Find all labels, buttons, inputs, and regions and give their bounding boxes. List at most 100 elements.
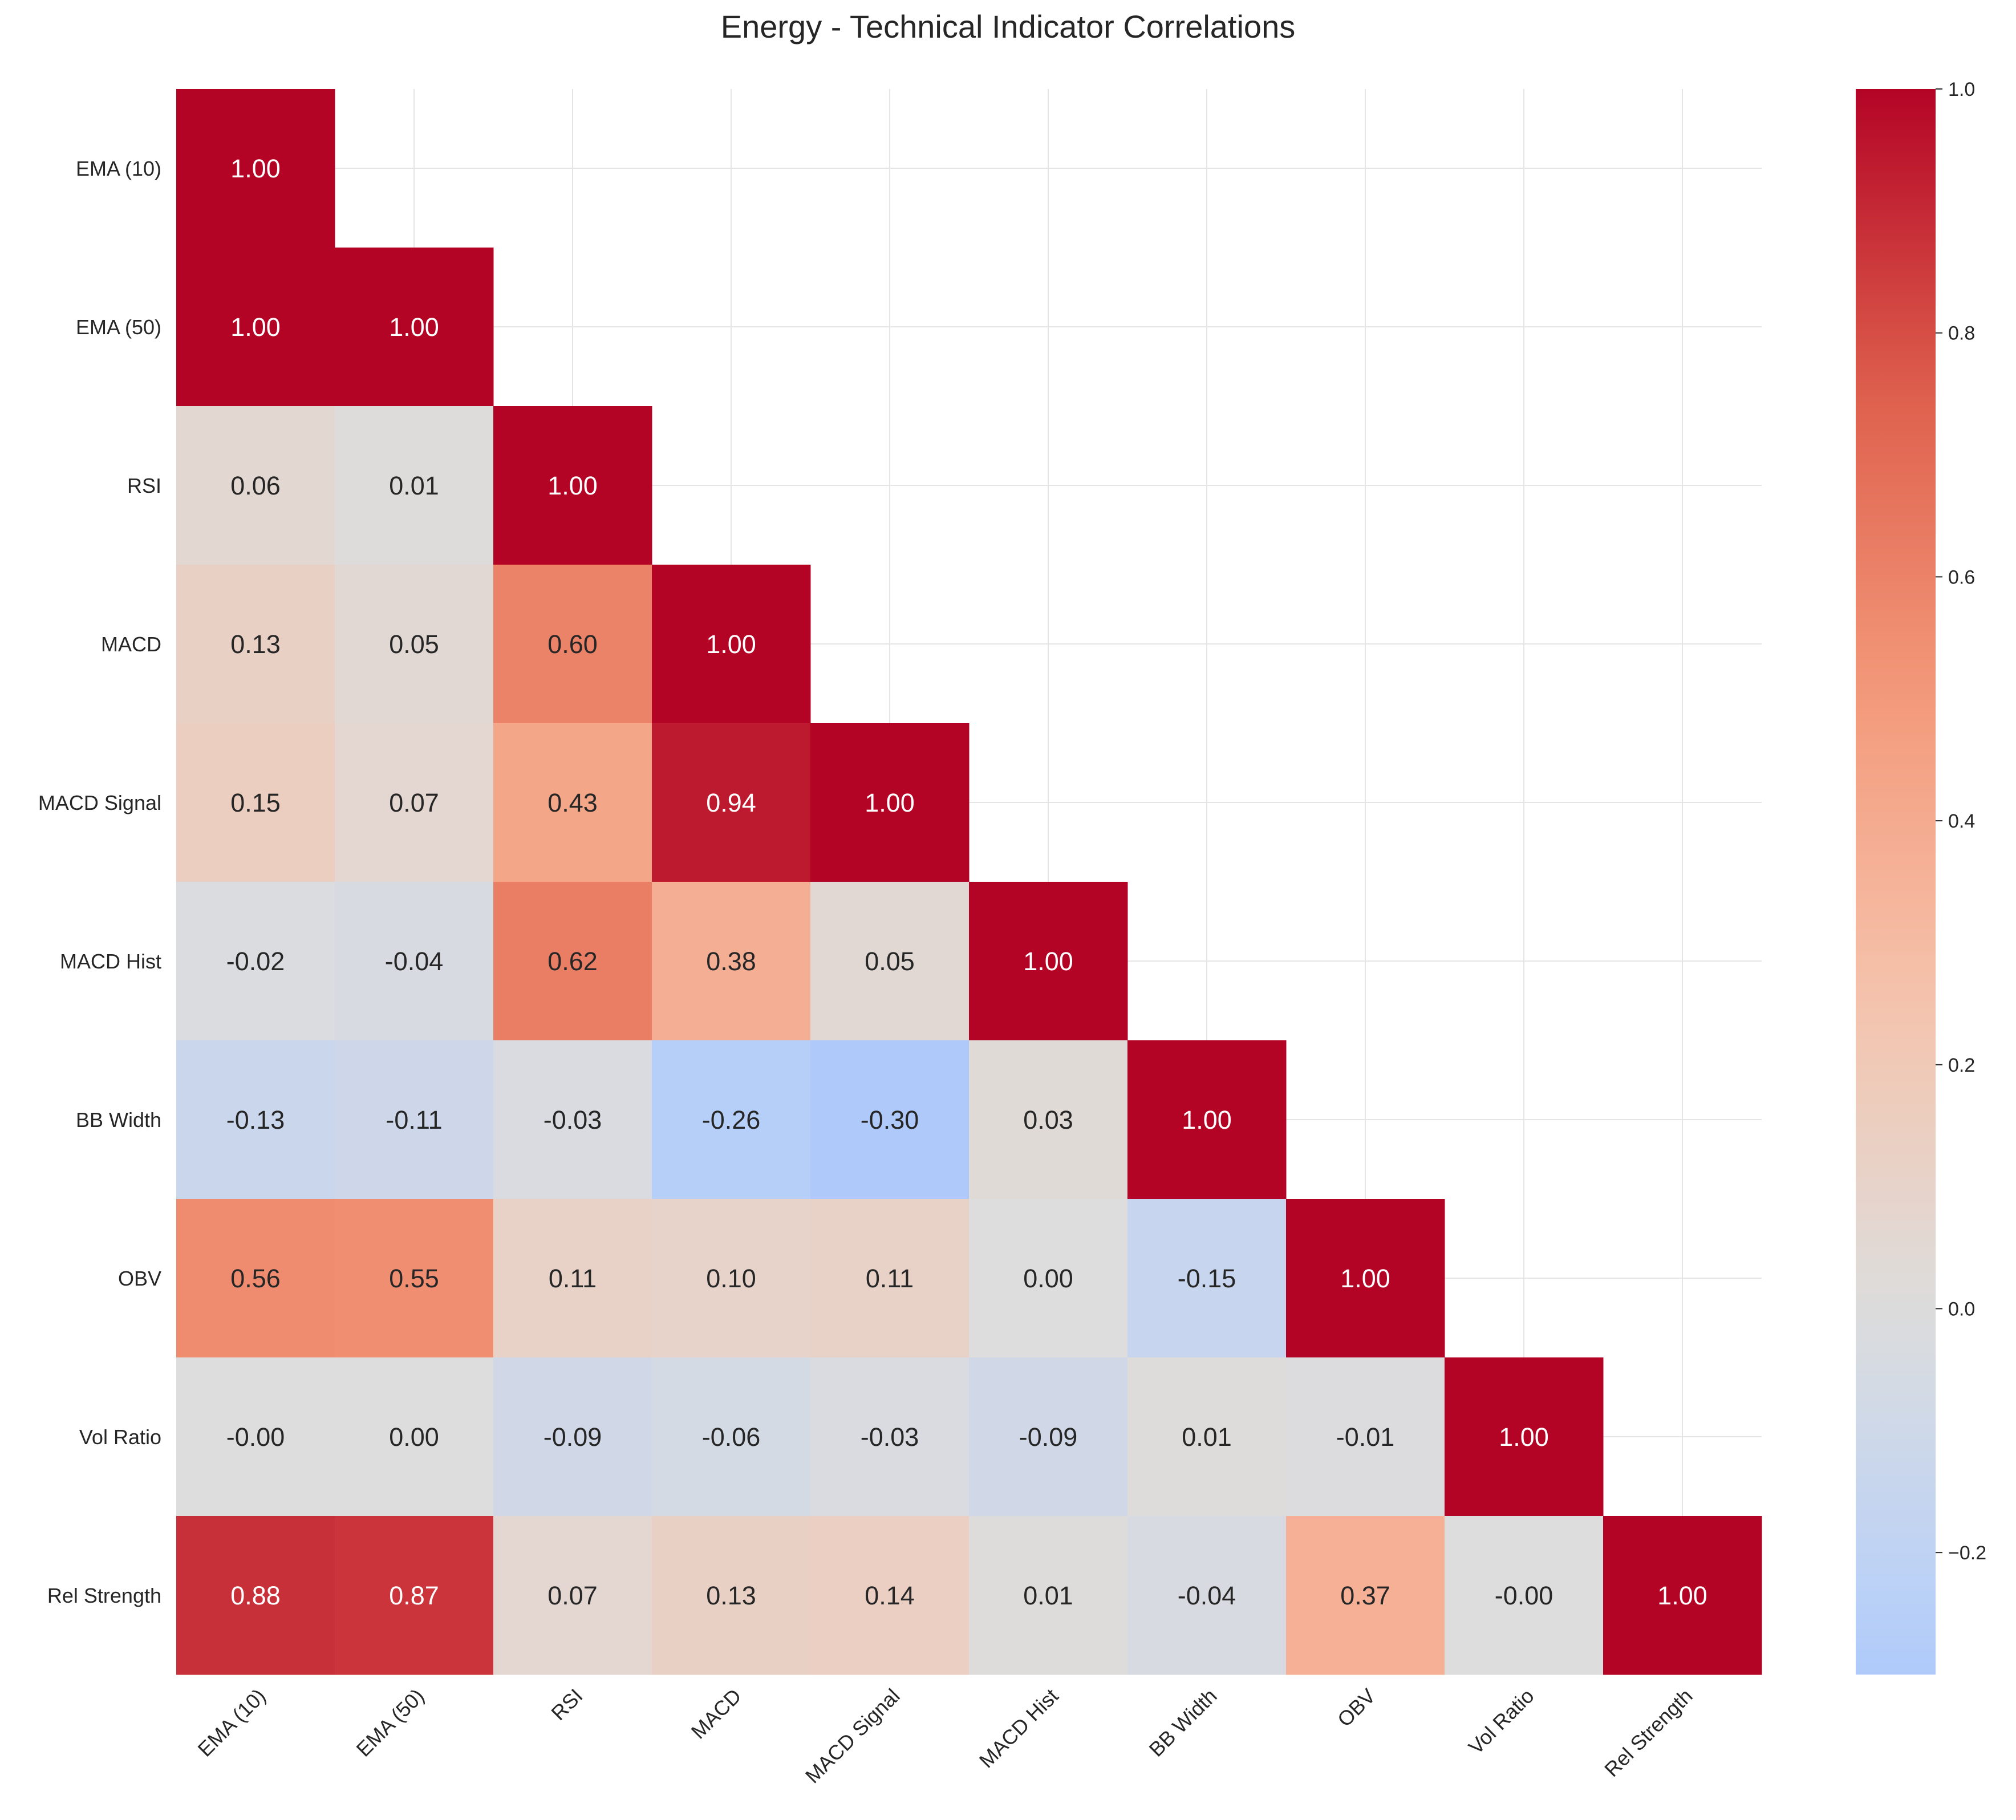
cell-value-label: -0.03: [861, 1422, 919, 1452]
cell-value-label: 0.13: [706, 1581, 756, 1610]
y-tick-label: EMA (10): [76, 157, 161, 180]
colorbar-tick-label: 0.2: [1948, 1055, 1975, 1076]
cell-value-label: -0.03: [543, 1105, 602, 1134]
heatmap-cell: [493, 723, 652, 882]
heatmap-cell: [176, 1516, 335, 1675]
heatmap-cell: [969, 1199, 1128, 1358]
heatmap-cell: [652, 1040, 811, 1199]
heatmap-cell: [1127, 1199, 1287, 1358]
cell-value-label: 1.00: [1023, 947, 1073, 976]
cell-value-label: -0.11: [386, 1105, 442, 1134]
cell-value-label: 1.00: [547, 471, 598, 500]
colorbar-tick-label: 0.6: [1948, 566, 1975, 588]
cell-value-label: -0.00: [226, 1422, 285, 1452]
heatmap-cells: 1.00 1.00 1.00 0.06 0.01 1.00 0.13 0.05 0.60 1.00…: [176, 89, 1762, 1675]
cell-value-label: -0.02: [226, 947, 285, 976]
heatmap-cell: [493, 406, 652, 565]
x-tick-label: RSI: [546, 1684, 587, 1725]
heatmap-cell: [493, 1516, 652, 1675]
cell-value-label: 1.00: [865, 788, 915, 817]
cell-value-label: 1.00: [706, 630, 756, 659]
heatmap-cell: [810, 882, 970, 1041]
heatmap-cell: [810, 1040, 970, 1199]
heatmap-cell: [652, 1516, 811, 1675]
cell-value-label: 0.38: [706, 947, 756, 976]
heatmap-cell: [176, 406, 335, 565]
heatmap-cell: [652, 882, 811, 1041]
colorbar-tick-label: 0.8: [1948, 323, 1975, 344]
cell-value-label: 0.05: [389, 630, 439, 659]
heatmap-cell: [969, 1040, 1128, 1199]
cell-value-label: 1.00: [389, 313, 439, 342]
cell-value-label: 0.15: [230, 788, 281, 817]
cell-value-label: -0.04: [385, 947, 444, 976]
cell-value-label: 0.05: [865, 947, 915, 976]
y-tick-label: Vol Ratio: [79, 1425, 161, 1449]
cell-value-label: 1.00: [230, 313, 281, 342]
heatmap-cell: [1127, 1516, 1287, 1675]
cell-value-label: 0.11: [866, 1264, 914, 1293]
heatmap-cell: [1286, 1516, 1445, 1675]
colorbar-tick-label: 1.0: [1948, 79, 1975, 100]
heatmap-cell: [335, 723, 494, 882]
y-tick-label: RSI: [127, 474, 161, 497]
heatmap-cell: [1603, 1516, 1762, 1675]
cell-value-label: 0.60: [547, 630, 598, 659]
colorbar-tick-label: −0.2: [1948, 1542, 1986, 1564]
colorbar-tick-label: 0.0: [1948, 1298, 1975, 1320]
colorbar-tick-label: 0.4: [1948, 810, 1975, 832]
cell-value-label: 0.56: [230, 1264, 281, 1293]
heatmap-cell: [176, 1040, 335, 1199]
heatmap-cell: [176, 723, 335, 882]
cell-value-label: -0.04: [1178, 1581, 1236, 1610]
cell-value-label: -0.01: [1336, 1422, 1395, 1452]
heatmap-cell: [493, 1357, 652, 1517]
cell-value-label: -0.06: [702, 1422, 761, 1452]
cell-value-label: 0.01: [1023, 1581, 1073, 1610]
y-tick-label: EMA (50): [76, 315, 161, 339]
cell-value-label: 0.13: [230, 630, 281, 659]
y-axis-ticks: EMA (10) EMA (50) RSI MACD MACD Signal MACD H…: [38, 157, 161, 1607]
heatmap-cell: [176, 882, 335, 1041]
heatmap-cell: [335, 248, 494, 407]
x-tick-label: MACD Hist: [975, 1684, 1063, 1773]
x-axis-ticks: EMA (10) EMA (50) RSI MACD MACD Signal MACD H…: [193, 1684, 1697, 1788]
heatmap-cell: [335, 882, 494, 1041]
heatmap-cell: [176, 1199, 335, 1358]
heatmap-cell: [335, 565, 494, 724]
cell-value-label: 0.00: [1023, 1264, 1073, 1293]
cell-value-label: 0.88: [230, 1581, 281, 1610]
heatmap-cell: [176, 565, 335, 724]
heatmap-cell: [810, 1199, 970, 1358]
x-tick-label: MACD Signal: [801, 1684, 904, 1788]
heatmap-cell: [176, 89, 335, 248]
heatmap-cell: [1445, 1357, 1604, 1517]
heatmap-cell: [652, 723, 811, 882]
cell-value-label: 0.10: [706, 1264, 756, 1293]
cell-value-label: -0.30: [861, 1105, 919, 1134]
x-tick-label: EMA (50): [352, 1684, 429, 1761]
heatmap-cell: [969, 882, 1128, 1041]
cell-value-label: -0.00: [1495, 1581, 1553, 1610]
heatmap-cell: [335, 1516, 494, 1675]
colorbar: −0.2 0.0 0.2 0.4 0.6 0.8 1.0: [1856, 79, 1986, 1675]
cell-value-label: 0.11: [549, 1264, 597, 1293]
cell-value-label: -0.09: [543, 1422, 602, 1452]
cell-value-label: -0.15: [1178, 1264, 1236, 1293]
cell-value-label: 0.37: [1340, 1581, 1390, 1610]
x-tick-label: Vol Ratio: [1464, 1684, 1539, 1759]
heatmap-cell: [652, 565, 811, 724]
cell-value-label: 0.62: [547, 947, 598, 976]
heatmap-cell: [652, 1199, 811, 1358]
heatmap-cell: [335, 1357, 494, 1517]
y-tick-label: BB Width: [76, 1108, 161, 1132]
heatmap-cell: [335, 1040, 494, 1199]
x-tick-label: MACD: [687, 1684, 746, 1744]
chart-title: Energy - Technical Indicator Correlation…: [720, 9, 1296, 44]
cell-value-label: -0.09: [1019, 1422, 1078, 1452]
heatmap-cell: [176, 248, 335, 407]
cell-value-label: 0.07: [389, 788, 439, 817]
cell-value-label: 1.00: [1182, 1105, 1232, 1134]
heatmap-cell: [810, 1516, 970, 1675]
